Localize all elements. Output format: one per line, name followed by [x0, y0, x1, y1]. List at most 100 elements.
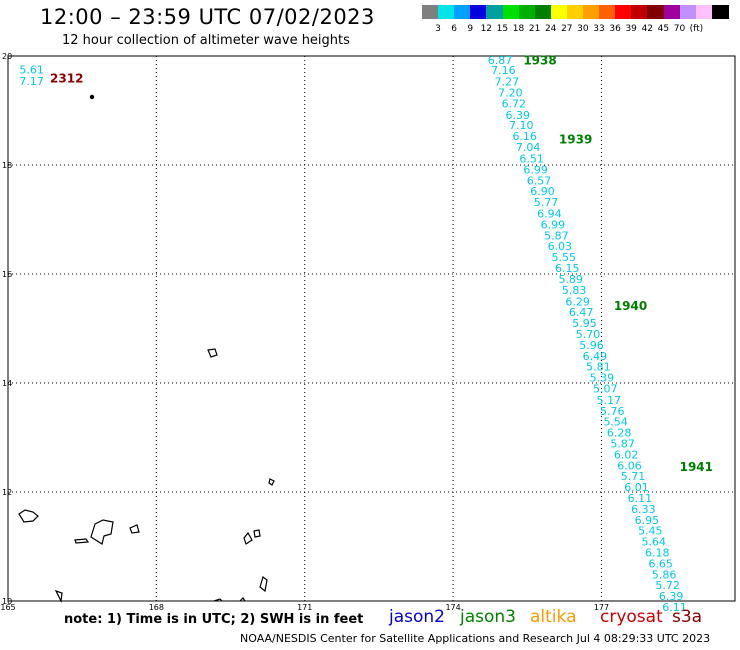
- legend-label: 18: [512, 24, 525, 34]
- swh-value: 5.39: [590, 372, 615, 385]
- axis-tick-labels: 165 168 171 174 177 10 12 14 16 18 20: [0, 52, 609, 612]
- y-tick-label: 14: [2, 379, 12, 388]
- swh-values: 6.877.167.277.206.726.397.106.167.046.51…: [19, 54, 686, 614]
- legend-swatch: [550, 5, 568, 19]
- x-tick-label: 165: [0, 603, 15, 612]
- legend-swatch: [711, 5, 729, 19]
- swh-value: 5.64: [642, 536, 667, 549]
- island-shape: [259, 576, 268, 593]
- swh-value: 6.51: [519, 152, 544, 165]
- swh-value: 6.06: [617, 459, 642, 472]
- map-frame: [7, 55, 736, 602]
- swh-value: 6.11: [628, 492, 653, 505]
- swh-value: 5.70: [576, 328, 601, 341]
- legend-swatch: [534, 5, 552, 19]
- island-shape: [239, 597, 246, 602]
- swh-value: 6.99: [541, 218, 566, 231]
- island-shape: [213, 598, 223, 602]
- island-shape: [253, 529, 261, 538]
- legend-label: 70: [673, 24, 686, 34]
- legend-unit: (ft): [689, 24, 704, 34]
- legend-swatch: [583, 5, 600, 19]
- swh-value: 6.33: [631, 503, 656, 516]
- swh-value: 5.07: [593, 382, 618, 395]
- swh-value: 5.86: [652, 568, 677, 581]
- swh-value: 5.61: [19, 64, 44, 77]
- chart-title: 12:00 – 23:59 UTC 07/02/2023: [40, 5, 375, 29]
- satellite-name: altika: [530, 607, 577, 627]
- legend-swatch: [615, 5, 633, 19]
- swh-value: 5.87: [544, 229, 569, 242]
- swh-value: 5.71: [621, 470, 646, 483]
- y-tick-label: 18: [2, 161, 12, 170]
- satellite-name: s3a: [672, 607, 703, 627]
- footer-note: note: 1) Time is in UTC; 2) SWH is in fe…: [64, 612, 364, 627]
- swh-value: 6.47: [569, 306, 594, 319]
- island-shape: [54, 589, 63, 604]
- swh-value: 6.18: [645, 546, 670, 559]
- swh-value: 6.01: [624, 481, 649, 494]
- swh-value: 5.77: [534, 196, 559, 209]
- swh-value: 6.94: [537, 208, 562, 221]
- island-shape: [74, 538, 90, 544]
- legend-label: 39: [625, 24, 637, 34]
- swh-value: 6.57: [527, 174, 552, 187]
- legend-label: 30: [577, 24, 589, 34]
- swh-value: 7.17: [19, 75, 44, 88]
- x-tick-label: 171: [297, 603, 312, 612]
- legend-label: 21: [528, 24, 541, 34]
- satellite-name: jason2: [389, 607, 445, 627]
- island-shape: [129, 524, 140, 534]
- pass-label: 1938: [523, 53, 556, 67]
- x-tick-label: 174: [445, 603, 460, 612]
- swh-value: 6.49: [583, 350, 608, 363]
- swh-value: 6.90: [530, 185, 555, 198]
- legend-label: 3: [435, 24, 441, 34]
- island-shape: [268, 478, 275, 486]
- pass-labels: 1938 1939 1940 1941 2312: [50, 53, 713, 474]
- swh-value: 5.95: [572, 317, 597, 330]
- swh-value: 6.28: [607, 427, 632, 440]
- legend-label: 15: [496, 24, 509, 34]
- legend-swatch: [631, 5, 649, 19]
- satellite-name: jason3: [460, 607, 516, 627]
- swh-value: 5.89: [558, 273, 583, 286]
- swh-value: 6.02: [614, 448, 639, 461]
- swh-value: 5.55: [552, 251, 577, 264]
- pass-label: 1940: [614, 299, 647, 313]
- swh-value: 7.16: [491, 64, 516, 77]
- legend-label: 27: [561, 24, 573, 34]
- pass-label: 2312: [50, 71, 83, 85]
- swh-value: 5.87: [610, 437, 635, 450]
- swh-value: 6.29: [565, 295, 590, 308]
- legend-swatch: [679, 5, 697, 19]
- swh-value: 5.45: [638, 525, 663, 538]
- chart-subtitle: 12 hour collection of altimeter wave hei…: [62, 33, 350, 48]
- swh-value: 6.11: [662, 601, 687, 614]
- swh-value: 6.87: [488, 54, 512, 67]
- legend-label: 24: [544, 24, 557, 34]
- swh-value: 5.54: [603, 416, 628, 429]
- x-tick-label: 177: [594, 603, 609, 612]
- satellite-name: cryosat: [600, 607, 663, 627]
- pass-label: 1939: [559, 132, 592, 146]
- swh-value: 5.17: [597, 394, 622, 407]
- swh-value: 6.99: [523, 163, 548, 176]
- swh-value: 5.81: [586, 361, 611, 374]
- footer-credit: NOAA/NESDIS Center for Satellite Applica…: [240, 632, 711, 645]
- legend-swatch: [647, 5, 665, 19]
- swh-value: 6.95: [635, 514, 660, 527]
- swh-value: 6.39: [659, 590, 684, 603]
- x-tick-label: 168: [149, 603, 164, 612]
- swh-value: 5.76: [600, 405, 625, 418]
- pass-label: 1941: [680, 460, 713, 474]
- legend-swatch: [599, 5, 617, 19]
- legend-swatch: [422, 5, 439, 19]
- legend-label: 45: [657, 24, 670, 34]
- y-tick-label: 16: [2, 270, 12, 279]
- swh-value: 6.39: [506, 109, 530, 122]
- y-tick-label: 20: [2, 52, 12, 61]
- legend-swatch: [518, 5, 536, 19]
- legend-label: 12: [480, 24, 493, 34]
